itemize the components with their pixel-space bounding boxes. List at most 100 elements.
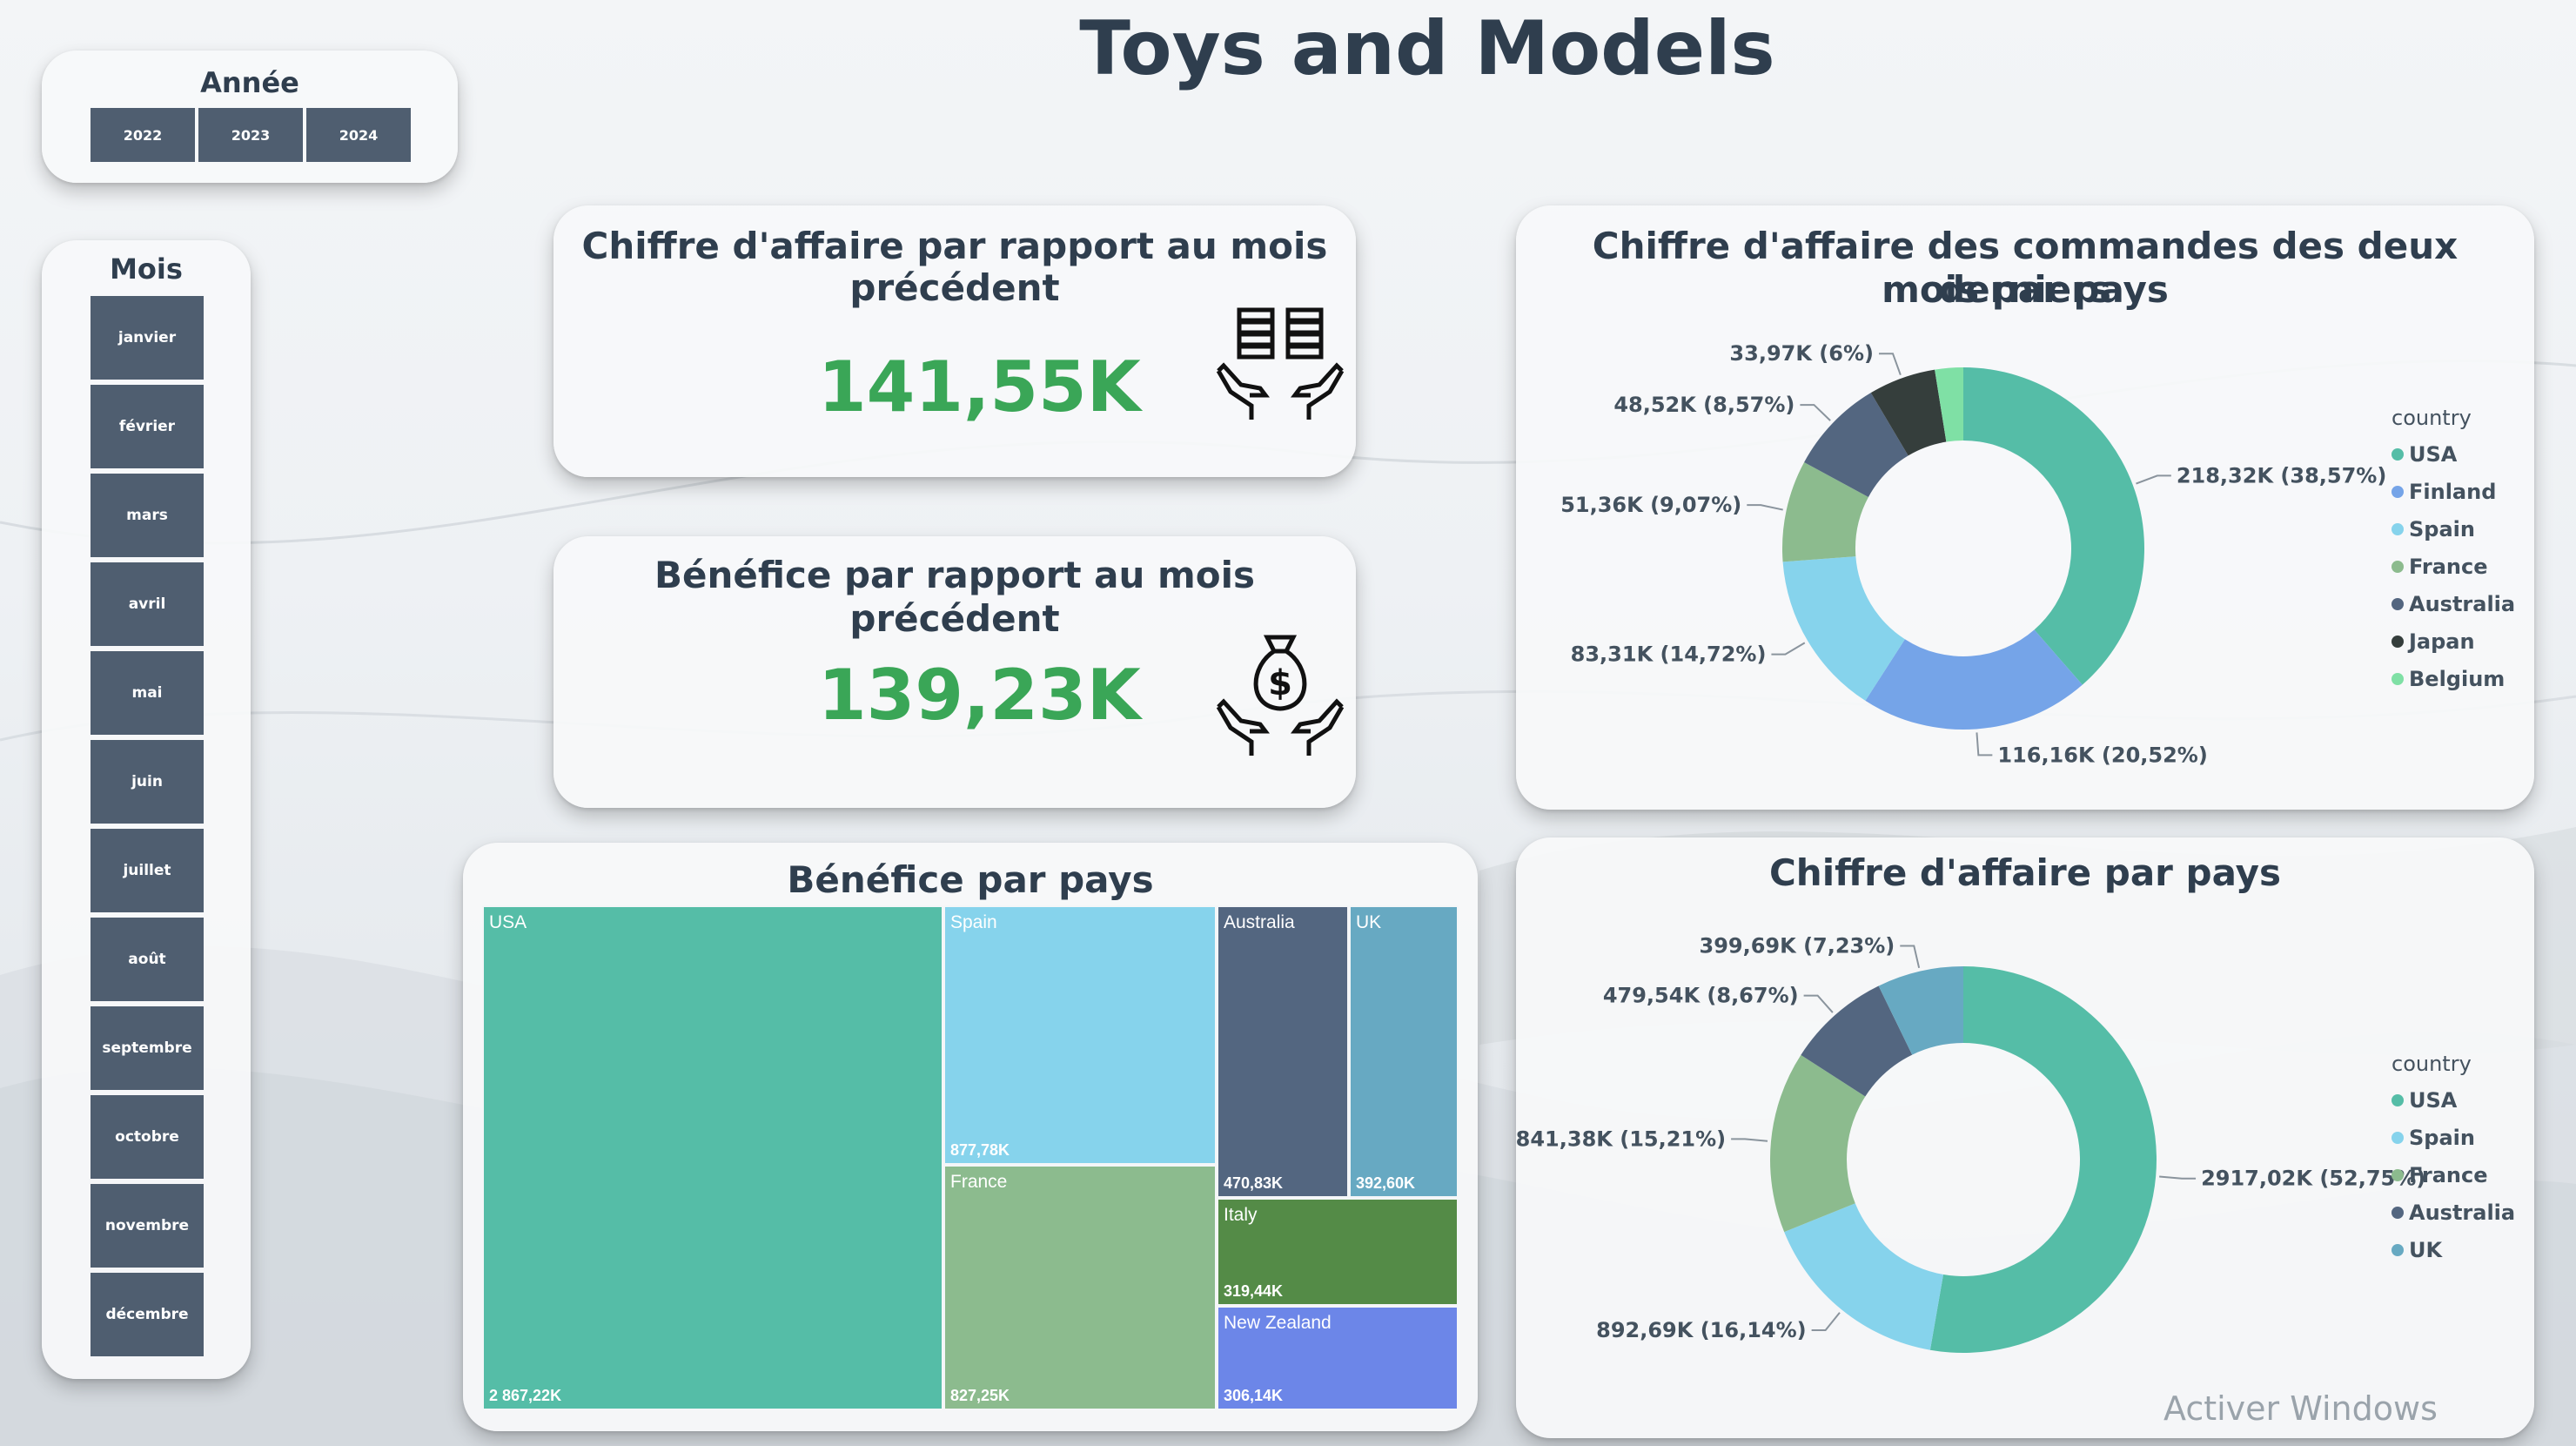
donut-data-label: 51,36K (9,07%) xyxy=(1560,493,1741,517)
donut-recent-chart: 218,32K (38,57%) 116,16K (20,52%) 83,31K (… xyxy=(1560,341,2386,767)
donut-data-label: 479,54K (8,67%) xyxy=(1603,984,1799,1008)
month-option-decembre[interactable]: décembre xyxy=(91,1273,204,1356)
treemap-value-uk: 392,60K xyxy=(1356,1174,1416,1192)
year-option-2024[interactable]: 2024 xyxy=(306,108,411,162)
legend-dot xyxy=(2392,597,2404,610)
legend-dot xyxy=(2392,560,2404,573)
legend-dot xyxy=(2392,522,2404,535)
month-option-septembre[interactable]: septembre xyxy=(91,1006,204,1090)
month-option-mai[interactable]: mai xyxy=(91,651,204,735)
legend-dot xyxy=(2392,1131,2404,1144)
kpi-revenue-value: 141,55K xyxy=(818,346,1141,427)
kpi-profit-title: Bénéfice par rapport au mois précédent xyxy=(654,554,1256,640)
leader-line xyxy=(1976,732,1993,757)
legend-label: Finland xyxy=(2409,479,2497,504)
legend-label: UK xyxy=(2409,1237,2443,1262)
treemap-cell-france[interactable]: France 827,25K xyxy=(943,1165,1217,1410)
legend-dot xyxy=(2392,1093,2404,1106)
donut-data-label: 48,52K (8,57%) xyxy=(1613,393,1794,417)
leader-line xyxy=(1747,504,1783,511)
legend-item-australia[interactable]: Australia xyxy=(2392,585,2515,622)
legend-item-finland[interactable]: Finland xyxy=(2392,473,2515,510)
donut-data-label: 841,38K (15,21%) xyxy=(1516,1127,1726,1151)
month-option-fevrier[interactable]: février xyxy=(91,385,204,468)
kpi-revenue-title-line2: précédent xyxy=(849,266,1060,309)
treemap-label-uk: UK xyxy=(1356,912,1382,932)
treemap-value-australia: 470,83K xyxy=(1224,1174,1284,1192)
legend-item-japan[interactable]: Japan xyxy=(2392,622,2515,660)
treemap-cell-new-zealand[interactable]: New Zealand 306,14K xyxy=(1217,1306,1459,1410)
legend-dot xyxy=(2392,447,2404,461)
legend-item-uk[interactable]: UK xyxy=(2392,1231,2515,1268)
kpi-profit-card xyxy=(553,536,1356,808)
donut-total-legend: country USA Spain France Australia UK xyxy=(2392,1052,2515,1268)
treemap-cell-spain[interactable]: Spain 877,78K xyxy=(943,905,1217,1165)
legend-item-australia[interactable]: Australia xyxy=(2392,1194,2515,1231)
legend-item-france[interactable]: France xyxy=(2392,1156,2515,1194)
treemap-value-spain: 877,78K xyxy=(950,1141,1010,1159)
treemap-value-usa: 2 867,22K xyxy=(489,1387,562,1404)
year-option-2023[interactable]: 2023 xyxy=(198,108,303,162)
treemap-value-france: 827,25K xyxy=(950,1387,1010,1404)
leader-line xyxy=(1771,642,1806,656)
treemap-title: Bénéfice par pays xyxy=(787,858,1154,901)
month-option-janvier[interactable]: janvier xyxy=(91,296,204,380)
donut-slice-spain[interactable] xyxy=(1782,556,1905,701)
treemap-label-australia: Australia xyxy=(1224,912,1295,932)
legend-dot xyxy=(2392,1243,2404,1256)
legend-label: Spain xyxy=(2409,1125,2475,1150)
legend-label: Australia xyxy=(2409,1200,2516,1225)
legend-item-spain[interactable]: Spain xyxy=(2392,1119,2515,1156)
donut-data-label: 116,16K (20,52%) xyxy=(1997,743,2207,767)
page-title: Toys and Models xyxy=(1079,5,1775,92)
month-option-aout[interactable]: août xyxy=(91,918,204,1001)
month-option-mars[interactable]: mars xyxy=(91,474,204,557)
month-option-juin[interactable]: juin xyxy=(91,740,204,824)
year-option-2022[interactable]: 2022 xyxy=(91,108,195,162)
treemap-cell-uk[interactable]: UK 392,60K xyxy=(1349,905,1459,1198)
legend-item-belgium[interactable]: Belgium xyxy=(2392,660,2515,697)
month-option-novembre[interactable]: novembre xyxy=(91,1184,204,1268)
donut-recent-title-line1: Chiffre d'affaire des commandes des deux… xyxy=(1592,225,2459,311)
year-slicer-title: Année xyxy=(200,66,299,99)
legend-label: USA xyxy=(2409,441,2458,467)
legend-label: USA xyxy=(2409,1087,2458,1113)
legend-item-usa[interactable]: USA xyxy=(2392,1081,2515,1119)
svg-text:$: $ xyxy=(1268,663,1292,703)
donut-total-legend-title: country xyxy=(2392,1052,2472,1076)
legend-item-usa[interactable]: USA xyxy=(2392,435,2515,473)
leader-line xyxy=(2159,1175,2197,1180)
kpi-profit-value: 139,23K xyxy=(818,655,1141,736)
donut-slice-spain[interactable] xyxy=(1784,1203,1943,1350)
donut-data-label: 83,31K (14,72%) xyxy=(1571,642,1767,667)
donut-slice-usa[interactable] xyxy=(1963,367,2144,685)
leader-line xyxy=(1878,353,1902,376)
treemap-value-italy: 319,44K xyxy=(1224,1282,1284,1300)
kpi-revenue-title-line1: Chiffre d'affaire par rapport au mois xyxy=(581,225,1328,267)
legend-label: Australia xyxy=(2409,591,2516,616)
legend-dot xyxy=(2392,485,2404,498)
leader-line xyxy=(1803,994,1834,1013)
donut-data-label: 218,32K (38,57%) xyxy=(2177,463,2386,488)
month-option-octobre[interactable]: octobre xyxy=(91,1095,204,1179)
legend-item-france[interactable]: France xyxy=(2392,548,2515,585)
leader-line xyxy=(1731,1138,1768,1142)
treemap-cell-australia[interactable]: Australia 470,83K xyxy=(1217,905,1349,1198)
treemap-cell-italy[interactable]: Italy 319,44K xyxy=(1217,1198,1459,1306)
donut-total-title: Chiffre d'affaire par pays xyxy=(1768,851,2282,894)
legend-label: France xyxy=(2409,554,2488,579)
legend-dot xyxy=(2392,635,2404,648)
donut-data-label: 33,97K (6%) xyxy=(1729,341,1874,366)
leader-line xyxy=(1900,945,1921,969)
donut-recent-title-line2: mois par pays xyxy=(1882,268,2169,311)
donut-slice-usa[interactable] xyxy=(1929,966,2157,1353)
legend-label: Spain xyxy=(2409,516,2475,541)
donut-recent-legend-title: country xyxy=(2392,406,2472,430)
month-option-avril[interactable]: avril xyxy=(91,562,204,646)
treemap-cell-usa[interactable]: USA 2 867,22K xyxy=(482,905,943,1410)
legend-dot xyxy=(2392,1206,2404,1219)
legend-item-spain[interactable]: Spain xyxy=(2392,510,2515,548)
month-slicer-title: Mois xyxy=(110,252,183,286)
money-bag-in-hands-icon: $ xyxy=(1216,635,1345,756)
month-option-juillet[interactable]: juillet xyxy=(91,829,204,912)
